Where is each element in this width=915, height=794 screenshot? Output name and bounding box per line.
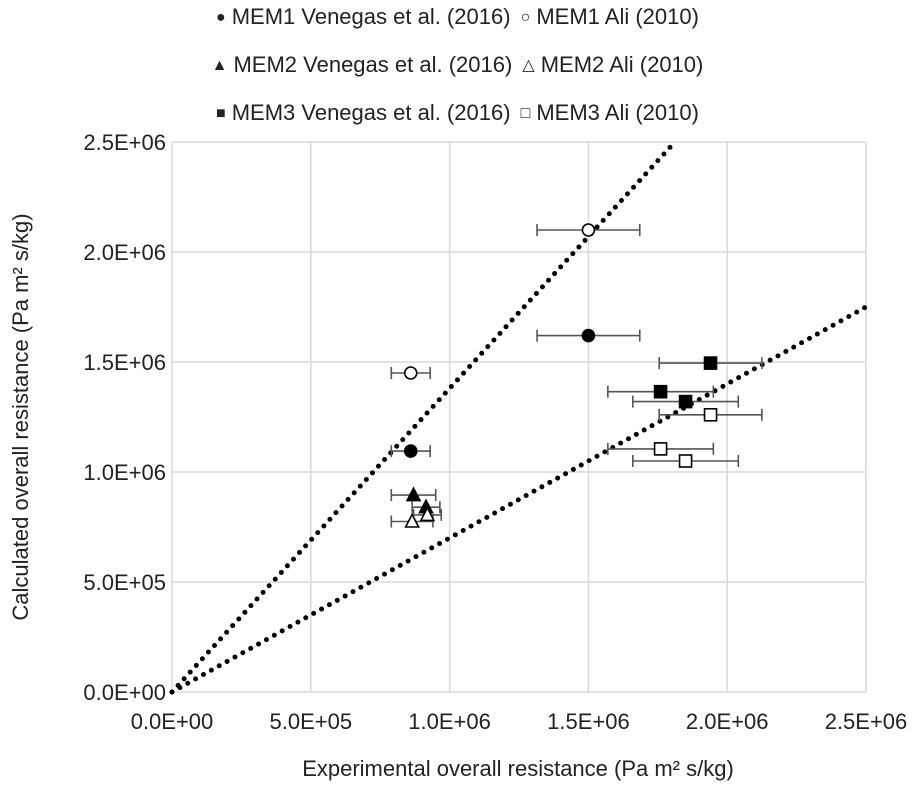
data-points (403, 223, 718, 528)
x-tick-label: 5.0E+05 (270, 709, 353, 734)
filled-circle-icon: ● (216, 9, 226, 26)
open-square-icon: □ (520, 105, 531, 122)
y-tick-label: 1.5E+06 (83, 350, 166, 375)
data-point (653, 442, 668, 456)
legend-item-mem3-venegas: ■ MEM3 Venegas et al. (2016) (216, 100, 511, 126)
x-tick-label: 2.5E+06 (825, 709, 908, 734)
y-tick-label: 5.0E+05 (83, 570, 166, 595)
filled-triangle-icon: ▲ (211, 57, 228, 74)
data-point (703, 356, 718, 370)
legend-item-mem1-venegas: ● MEM1 Venegas et al. (2016) (216, 4, 511, 30)
x-tick-label: 2.0E+06 (686, 709, 769, 734)
legend-item-mem2-venegas: ▲ MEM2 Venegas et al. (2016) (212, 52, 513, 78)
filled-square-icon: ■ (216, 105, 226, 122)
data-point (403, 444, 418, 458)
dotted-trend-line (169, 139, 678, 695)
x-tick-label: 1.0E+06 (408, 709, 491, 734)
x-axis-title: Experimental overall resistance (Pa m² s… (302, 756, 734, 781)
error-bars (390, 224, 763, 528)
open-triangle-icon: △ (522, 57, 535, 74)
y-axis-title: Calculated overall resistance (Pa m² s/k… (8, 213, 33, 620)
data-point (581, 328, 596, 343)
legend-label: MEM2 Ali (2010) (540, 52, 704, 77)
x-tick-label: 1.5E+06 (547, 709, 630, 734)
data-point (404, 512, 420, 528)
legend-label: MEM3 Venegas et al. (2016) (231, 100, 511, 125)
legend-item-mem3-ali: □ MEM3 Ali (2010) (521, 100, 699, 126)
legend-item-mem1-ali: ○ MEM1 Ali (2010) (521, 4, 699, 30)
data-point (653, 384, 668, 399)
data-point (678, 394, 693, 409)
y-tick-label: 1.0E+06 (83, 460, 166, 485)
y-tick-label: 0.0E+00 (83, 680, 166, 705)
y-tick-label: 2.0E+06 (83, 240, 166, 265)
legend-row-3: ■ MEM3 Venegas et al. (2016) □ MEM3 Ali (2… (0, 100, 915, 126)
legend-label: MEM2 Venegas et al. (2016) (233, 52, 513, 77)
data-point (581, 223, 596, 237)
data-point (678, 454, 693, 468)
x-tick-label: 0.0E+00 (131, 709, 214, 734)
data-point (405, 486, 422, 502)
legend-row-2: ▲ MEM2 Venegas et al. (2016) △ MEM2 Ali (2… (0, 52, 915, 78)
data-point (403, 366, 418, 380)
data-point (703, 407, 718, 422)
open-circle-icon: ○ (520, 9, 531, 26)
legend-label: MEM3 Ali (2010) (536, 100, 699, 125)
y-tick-label: 2.5E+06 (83, 130, 166, 155)
dotted-trend-line (169, 304, 869, 695)
legend-label: MEM1 Ali (2010) (536, 4, 699, 29)
tick-labels: 0.0E+00 0.0E+00 5.0E+05 5.0E+05 1.0E+06 1.0E+… (83, 130, 907, 734)
legend-row-1: ● MEM1 Venegas et al. (2016) ○ MEM1 Ali (2… (0, 4, 915, 30)
data-point (419, 506, 436, 522)
legend-label: MEM1 Venegas et al. (2016) (231, 4, 511, 29)
legend-item-mem2-ali: △ MEM2 Ali (2010) (522, 52, 703, 78)
